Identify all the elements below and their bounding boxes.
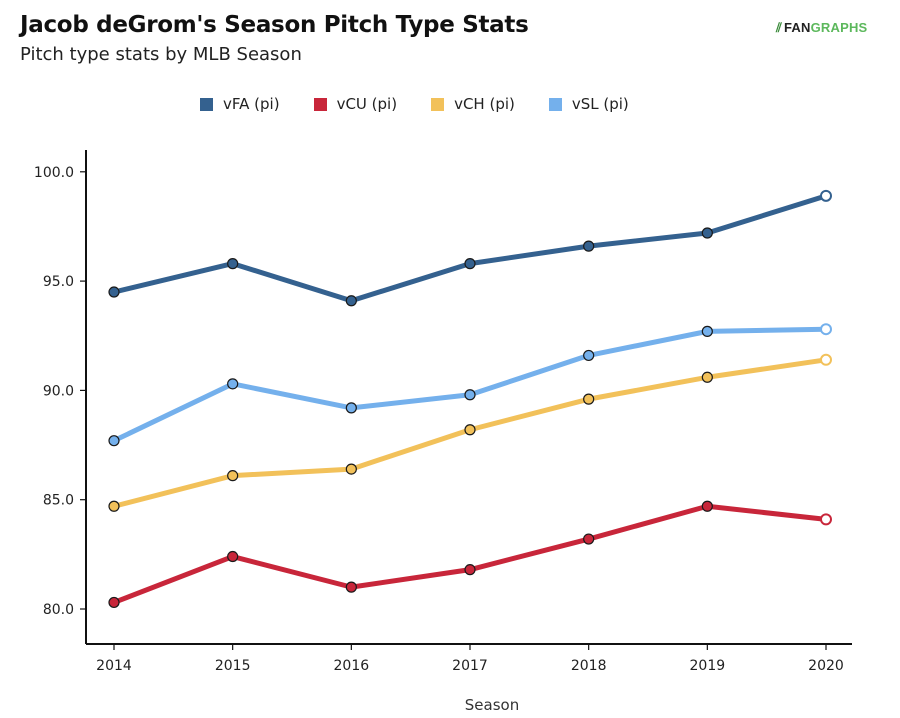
- legend-label: vCU (pi): [336, 95, 398, 113]
- chart-title: Jacob deGrom's Season Pitch Type Stats: [20, 12, 529, 38]
- logo-text-graphs: GRAPHS: [810, 20, 868, 35]
- legend-label: vCH (pi): [454, 95, 515, 113]
- fangraphs-logo[interactable]: ⫽ FANGRAPHS: [776, 20, 867, 36]
- legend-swatch: [200, 97, 213, 111]
- data-point: [701, 227, 713, 239]
- series-vsl: [108, 323, 832, 447]
- legend-item[interactable]: vCH (pi): [431, 95, 515, 113]
- series-vch: [108, 353, 832, 512]
- y-tick-label: 100.0: [34, 165, 74, 181]
- data-point: [227, 470, 239, 482]
- x-tick-label: 2018: [571, 658, 607, 674]
- data-point: [583, 393, 595, 405]
- series-layer: [108, 189, 832, 609]
- data-point: [820, 189, 832, 202]
- series-line: [111, 326, 829, 444]
- chart-subtitle: Pitch type stats by MLB Season: [20, 44, 302, 65]
- series-line: [111, 193, 829, 304]
- data-point: [583, 349, 595, 362]
- data-point: [464, 424, 476, 436]
- data-point: [108, 435, 120, 447]
- data-point: [345, 581, 357, 593]
- fangraphs-logo-icon: ⫽: [776, 20, 782, 35]
- data-point: [108, 286, 120, 298]
- axes: 80.0 85.0 90.0 95.0 100.0 2014 2015 2016 2017 201…: [34, 150, 852, 714]
- x-tick-label: 2014: [96, 658, 132, 674]
- legend-label: vFA (pi): [223, 95, 280, 113]
- x-tick-label: 2017: [452, 658, 488, 674]
- y-tick-label: 95.0: [43, 274, 74, 290]
- x-tick-label: 2015: [215, 658, 251, 674]
- y-tick-label: 85.0: [43, 493, 74, 509]
- legend-item[interactable]: vSL (pi): [548, 95, 629, 113]
- data-point: [345, 402, 357, 414]
- x-tick-label: 2020: [808, 658, 844, 674]
- data-point: [820, 323, 832, 336]
- data-point: [820, 513, 832, 526]
- x-tick-label: 2016: [334, 658, 370, 674]
- legend-label: vSL (pi): [571, 95, 629, 113]
- series-vfa: [108, 189, 832, 307]
- data-point: [108, 500, 120, 512]
- data-point: [583, 533, 595, 545]
- legend-item[interactable]: vCU (pi): [313, 95, 398, 113]
- chart-legend: vFA (pi) vCU (pi) vCH (pi) vSL (pi): [200, 95, 629, 113]
- data-point: [701, 500, 713, 512]
- legend-swatch: [313, 97, 327, 111]
- y-tick-label: 80.0: [43, 602, 74, 618]
- series-vcu: [108, 500, 832, 609]
- x-tick-label: 2019: [690, 658, 726, 674]
- data-point: [227, 550, 239, 563]
- data-point: [345, 463, 357, 475]
- logo-text-fan: FAN: [784, 20, 811, 35]
- data-point: [345, 295, 357, 307]
- data-point: [464, 389, 476, 401]
- y-tick-label: 90.0: [43, 383, 74, 399]
- data-point: [583, 240, 595, 252]
- data-point: [227, 378, 239, 390]
- data-point: [701, 325, 713, 337]
- legend-item[interactable]: vFA (pi): [200, 95, 280, 113]
- x-axis-title: Season: [465, 696, 519, 714]
- legend-swatch: [548, 97, 562, 111]
- series-line: [111, 503, 829, 605]
- legend-swatch: [431, 97, 445, 111]
- data-point: [108, 596, 120, 609]
- data-point: [464, 258, 476, 270]
- data-point: [701, 371, 713, 383]
- data-point: [227, 258, 239, 270]
- data-point: [464, 564, 476, 576]
- data-point: [820, 353, 832, 366]
